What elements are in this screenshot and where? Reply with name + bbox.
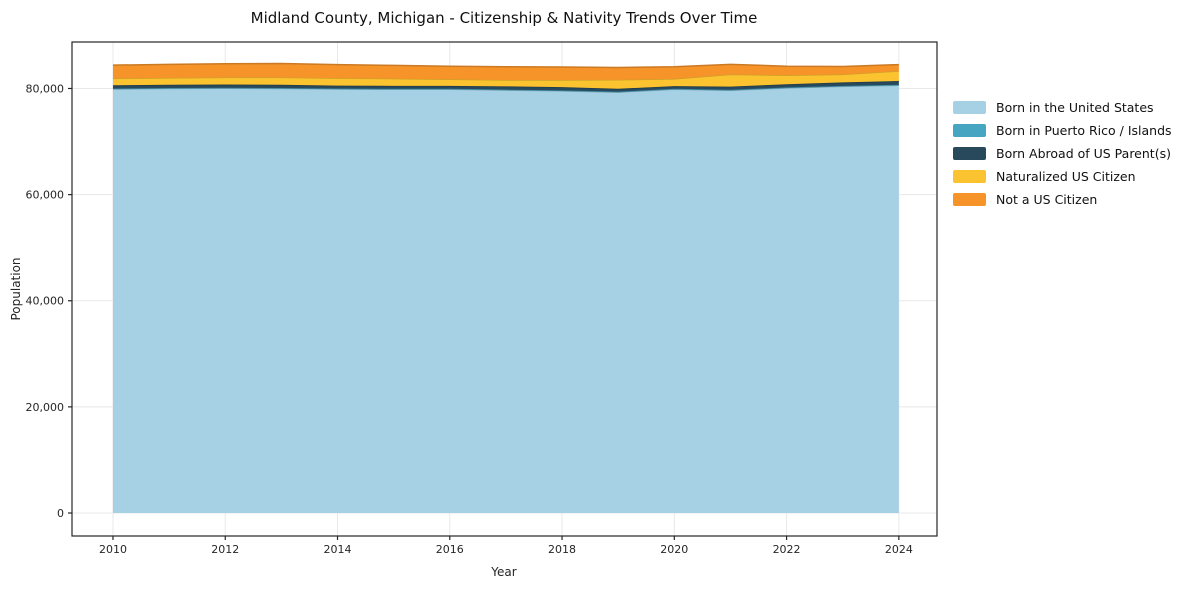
legend-label: Born Abroad of US Parent(s) [996,146,1171,161]
legend-item: Born in the United States [953,101,1172,114]
x-tick-label: 2012 [211,543,239,556]
legend-label: Not a US Citizen [996,192,1098,207]
area-band-4 [112,63,899,80]
y-tick-label: 80,000 [26,82,65,95]
legend-swatch [953,101,986,114]
legend-label: Born in the United States [996,100,1154,115]
x-tick-label: 2018 [548,543,576,556]
legend-swatch [953,124,986,137]
legend-item: Naturalized US Citizen [953,170,1172,183]
y-tick-label: 0 [57,507,64,520]
legend-item: Born Abroad of US Parent(s) [953,147,1172,160]
x-tick-label: 2016 [436,543,464,556]
axis-ticks [68,87,900,540]
y-tick-label: 20,000 [26,401,65,414]
area-band-0 [112,85,899,514]
chart-title: Midland County, Michigan - Citizenship &… [251,9,758,27]
legend-label: Naturalized US Citizen [996,169,1136,184]
y-axis-label: Population [9,257,23,320]
legend: Born in the United States Born in Puerto … [953,101,1172,206]
tick-labels: 2010 2012 2014 2016 2018 2020 2022 2024 0 20,000 4… [26,82,913,556]
legend-label: Born in Puerto Rico / Islands [996,123,1172,138]
x-tick-label: 2014 [324,543,352,556]
x-tick-label: 2010 [99,543,127,556]
area-band-3 [112,70,899,89]
plot-frame [71,41,938,537]
x-tick-label: 2024 [885,543,913,556]
legend-swatch [953,170,986,183]
legend-item: Born in Puerto Rico / Islands [953,124,1172,137]
stacked-areas [112,62,899,514]
x-tick-label: 2022 [773,543,801,556]
y-tick-label: 40,000 [26,295,65,308]
legend-swatch [953,193,986,206]
x-tick-label: 2020 [660,543,688,556]
x-axis-label: Year [490,565,516,579]
area-edge-4 [112,62,899,69]
y-tick-label: 60,000 [26,189,65,202]
legend-swatch [953,147,986,160]
legend-item: Not a US Citizen [953,193,1172,206]
